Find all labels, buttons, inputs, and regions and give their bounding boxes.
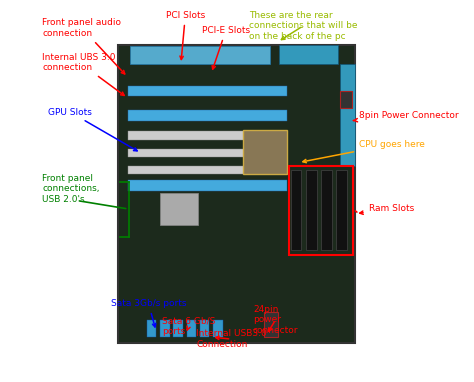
Text: Ram Slots: Ram Slots bbox=[360, 204, 414, 214]
Bar bbox=[321, 170, 332, 250]
Bar bbox=[244, 130, 287, 174]
Text: CPU goes here: CPU goes here bbox=[303, 140, 425, 163]
Bar bbox=[289, 166, 354, 256]
Bar bbox=[128, 149, 249, 157]
Text: Front panel
connections,
USB 2.0's: Front panel connections, USB 2.0's bbox=[43, 174, 100, 204]
Bar bbox=[128, 86, 287, 96]
Text: These are the rear
connections that will be
on the back of the pc: These are the rear connections that will… bbox=[249, 11, 358, 40]
Text: Internal UBS 3.0
connection: Internal UBS 3.0 connection bbox=[43, 53, 124, 96]
Bar bbox=[213, 320, 223, 337]
Bar bbox=[200, 320, 210, 337]
Text: Sata 6 Gb/S
ports: Sata 6 Gb/S ports bbox=[162, 317, 215, 336]
Bar bbox=[337, 170, 347, 250]
Bar bbox=[128, 131, 249, 140]
Text: Sata 3Gb/s ports: Sata 3Gb/s ports bbox=[111, 299, 186, 327]
Bar bbox=[187, 320, 196, 337]
Bar bbox=[128, 180, 287, 191]
Text: 8pin Power Connector: 8pin Power Connector bbox=[354, 112, 459, 122]
Bar bbox=[306, 170, 317, 250]
Text: 24pin
power
connector: 24pin power connector bbox=[253, 305, 299, 335]
Bar bbox=[340, 91, 352, 108]
Bar bbox=[147, 320, 156, 337]
Text: PCI-E Slots: PCI-E Slots bbox=[202, 26, 250, 69]
Bar bbox=[160, 193, 198, 225]
Bar bbox=[128, 110, 287, 121]
Text: GPU Slots: GPU Slots bbox=[48, 108, 137, 151]
Bar bbox=[280, 45, 338, 64]
Bar bbox=[118, 45, 356, 343]
Text: PCI Slots: PCI Slots bbox=[166, 11, 205, 60]
Text: Front panel audio
connection: Front panel audio connection bbox=[43, 18, 125, 74]
Bar bbox=[291, 170, 301, 250]
Text: Internal USB3.0
Connection: Internal USB3.0 Connection bbox=[196, 329, 267, 349]
Bar bbox=[130, 46, 270, 64]
Bar bbox=[128, 165, 249, 174]
Bar bbox=[160, 320, 170, 337]
Bar bbox=[340, 64, 356, 166]
Bar bbox=[264, 312, 278, 337]
Bar bbox=[173, 320, 183, 337]
